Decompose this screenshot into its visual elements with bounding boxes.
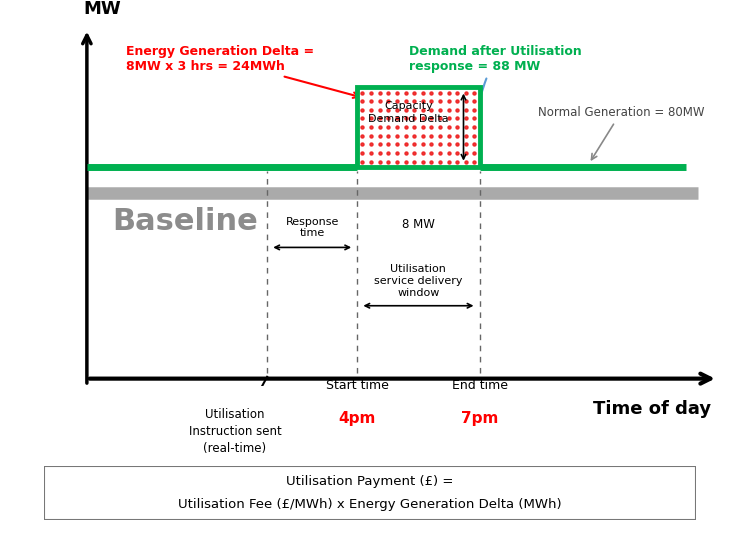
Text: 8 MW: 8 MW [402, 218, 435, 231]
Text: 7pm: 7pm [461, 412, 498, 427]
Text: Time of day: Time of day [593, 400, 711, 419]
Text: Response
time: Response time [286, 217, 339, 239]
Text: Demand after Utilisation
response = 88 MW: Demand after Utilisation response = 88 M… [408, 45, 582, 151]
Bar [357, 87, 480, 167]
Text: Capacity
Demand Delta: Capacity Demand Delta [369, 101, 449, 124]
Bar [357, 87, 480, 167]
Text: Utilisation Payment (£) =
Utilisation Fee (£/MWh) x Energy Generation Delta (MWh: Utilisation Payment (£) = Utilisation Fe… [178, 475, 562, 511]
Text: MW: MW [84, 0, 121, 18]
Text: Start time: Start time [326, 378, 389, 392]
Text: 4pm: 4pm [339, 412, 376, 427]
Text: Utilisation
service delivery
window: Utilisation service delivery window [374, 264, 462, 299]
Text: Baseline: Baseline [112, 207, 258, 236]
Text: Normal Generation = 80MW: Normal Generation = 80MW [537, 106, 704, 160]
Text: Energy Generation Delta =
8MW x 3 hrs = 24MWh: Energy Generation Delta = 8MW x 3 hrs = … [126, 45, 359, 98]
Text: End time: End time [451, 378, 508, 392]
Text: Utilisation
Instruction sent
(real-time): Utilisation Instruction sent (real-time) [189, 408, 281, 455]
